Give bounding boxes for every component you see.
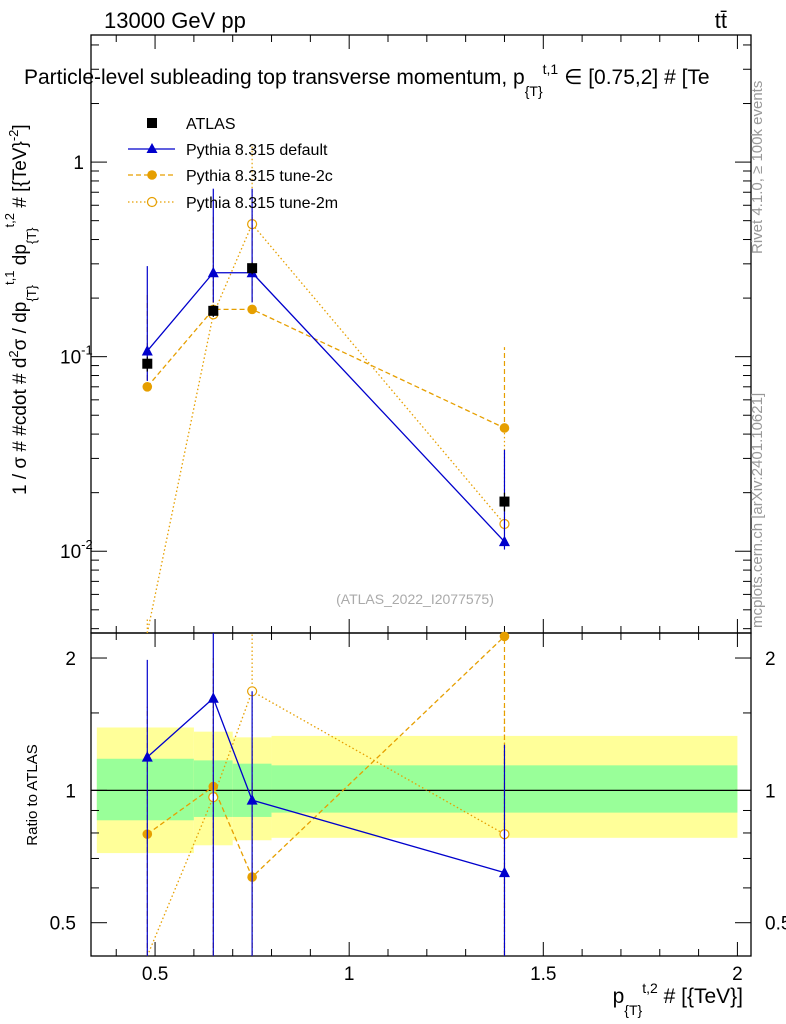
legend-atlas-marker xyxy=(147,118,157,128)
ratio-tick-label-right: 1 xyxy=(765,781,776,802)
y-axis-label: 1 / σ # #cdot # d2σ / dp{T}t,1 dp{T}t,2 … xyxy=(2,124,39,495)
chart-title: Particle-level subleading top transverse… xyxy=(24,61,710,99)
atlas-marker xyxy=(142,358,153,369)
ratio-tick-label-left: 0.5 xyxy=(50,914,76,935)
ratio-tick-label-right: 2 xyxy=(765,649,776,670)
ratio-default-line xyxy=(146,697,505,874)
x-tick-label: 1.5 xyxy=(530,964,556,985)
tune2c-line xyxy=(146,308,505,429)
tune2m-line xyxy=(146,222,505,634)
process-label: tt̄ xyxy=(715,8,727,33)
atlas-marker xyxy=(499,496,510,507)
analysis-watermark: (ATLAS_2022_I2077575) xyxy=(336,591,494,607)
ratio-tune2m-line xyxy=(146,690,505,957)
ratio-default-marker xyxy=(498,866,510,878)
ratio-default-marker xyxy=(246,794,258,805)
legend: ATLAS Pythia 8.315 default Pythia 8.315 … xyxy=(128,116,338,212)
ratio-tick-label-right: 0.5 xyxy=(765,914,786,935)
rivet-label: Rivet 4.1.0, ≥ 100k events xyxy=(749,81,766,254)
legend-tune2c-marker xyxy=(147,170,157,180)
ratio-tick-label-left: 1 xyxy=(65,781,76,802)
y-tick-label: 1 xyxy=(73,153,84,174)
default-marker xyxy=(141,344,153,356)
default-marker xyxy=(207,266,219,278)
ratio-layer xyxy=(141,631,510,957)
ratio-tick-label-left: 2 xyxy=(65,649,76,670)
x-tick-label: 1 xyxy=(344,964,355,985)
ratio-y-axis-label: Ratio to ATLAS xyxy=(24,744,41,845)
legend-atlas-label: ATLAS xyxy=(186,116,236,133)
axes: 0.5 1 1.5 2 10-2 10-1 1 0.5 0.5 1 1 2 2 xyxy=(50,35,786,985)
mcplots-label: mcplots.cern.ch [arXiv:2401.10621] xyxy=(749,393,766,628)
atlas-marker xyxy=(208,305,219,316)
legend-tune2m-label: Pythia 8.315 tune-2m xyxy=(186,195,338,212)
tune2c-marker xyxy=(247,304,257,315)
legend-tune2m-marker xyxy=(146,196,158,208)
y-tick-label: 10-1 xyxy=(60,343,93,369)
legend-default-label: Pythia 8.315 default xyxy=(186,142,328,159)
energy-label: 13000 GeV pp xyxy=(104,8,246,33)
y-tick-label: 10-2 xyxy=(60,537,93,563)
default-line xyxy=(146,272,505,543)
default-marker xyxy=(498,535,510,547)
tune2c-marker xyxy=(142,382,153,392)
x-axis-label: p{T}t,2 # [{TeV}] xyxy=(613,980,743,1018)
ratio-default-marker xyxy=(207,692,219,703)
ratio-band-green xyxy=(96,758,194,821)
tune2c-marker xyxy=(499,423,510,433)
legend-default-marker xyxy=(146,143,158,153)
ratio-default-marker xyxy=(141,751,153,762)
legend-tune2c-label: Pythia 8.315 tune-2c xyxy=(186,168,333,185)
series-layer xyxy=(141,143,510,634)
x-tick-label: 2 xyxy=(732,964,743,985)
ratio-plot-frame xyxy=(90,632,752,957)
atlas-marker xyxy=(247,263,258,274)
ratio-tune2c-marker xyxy=(499,631,510,642)
ratio-tune2c-line xyxy=(146,635,505,879)
ratio-bands xyxy=(91,727,751,854)
x-tick-label: 0.5 xyxy=(142,964,168,985)
